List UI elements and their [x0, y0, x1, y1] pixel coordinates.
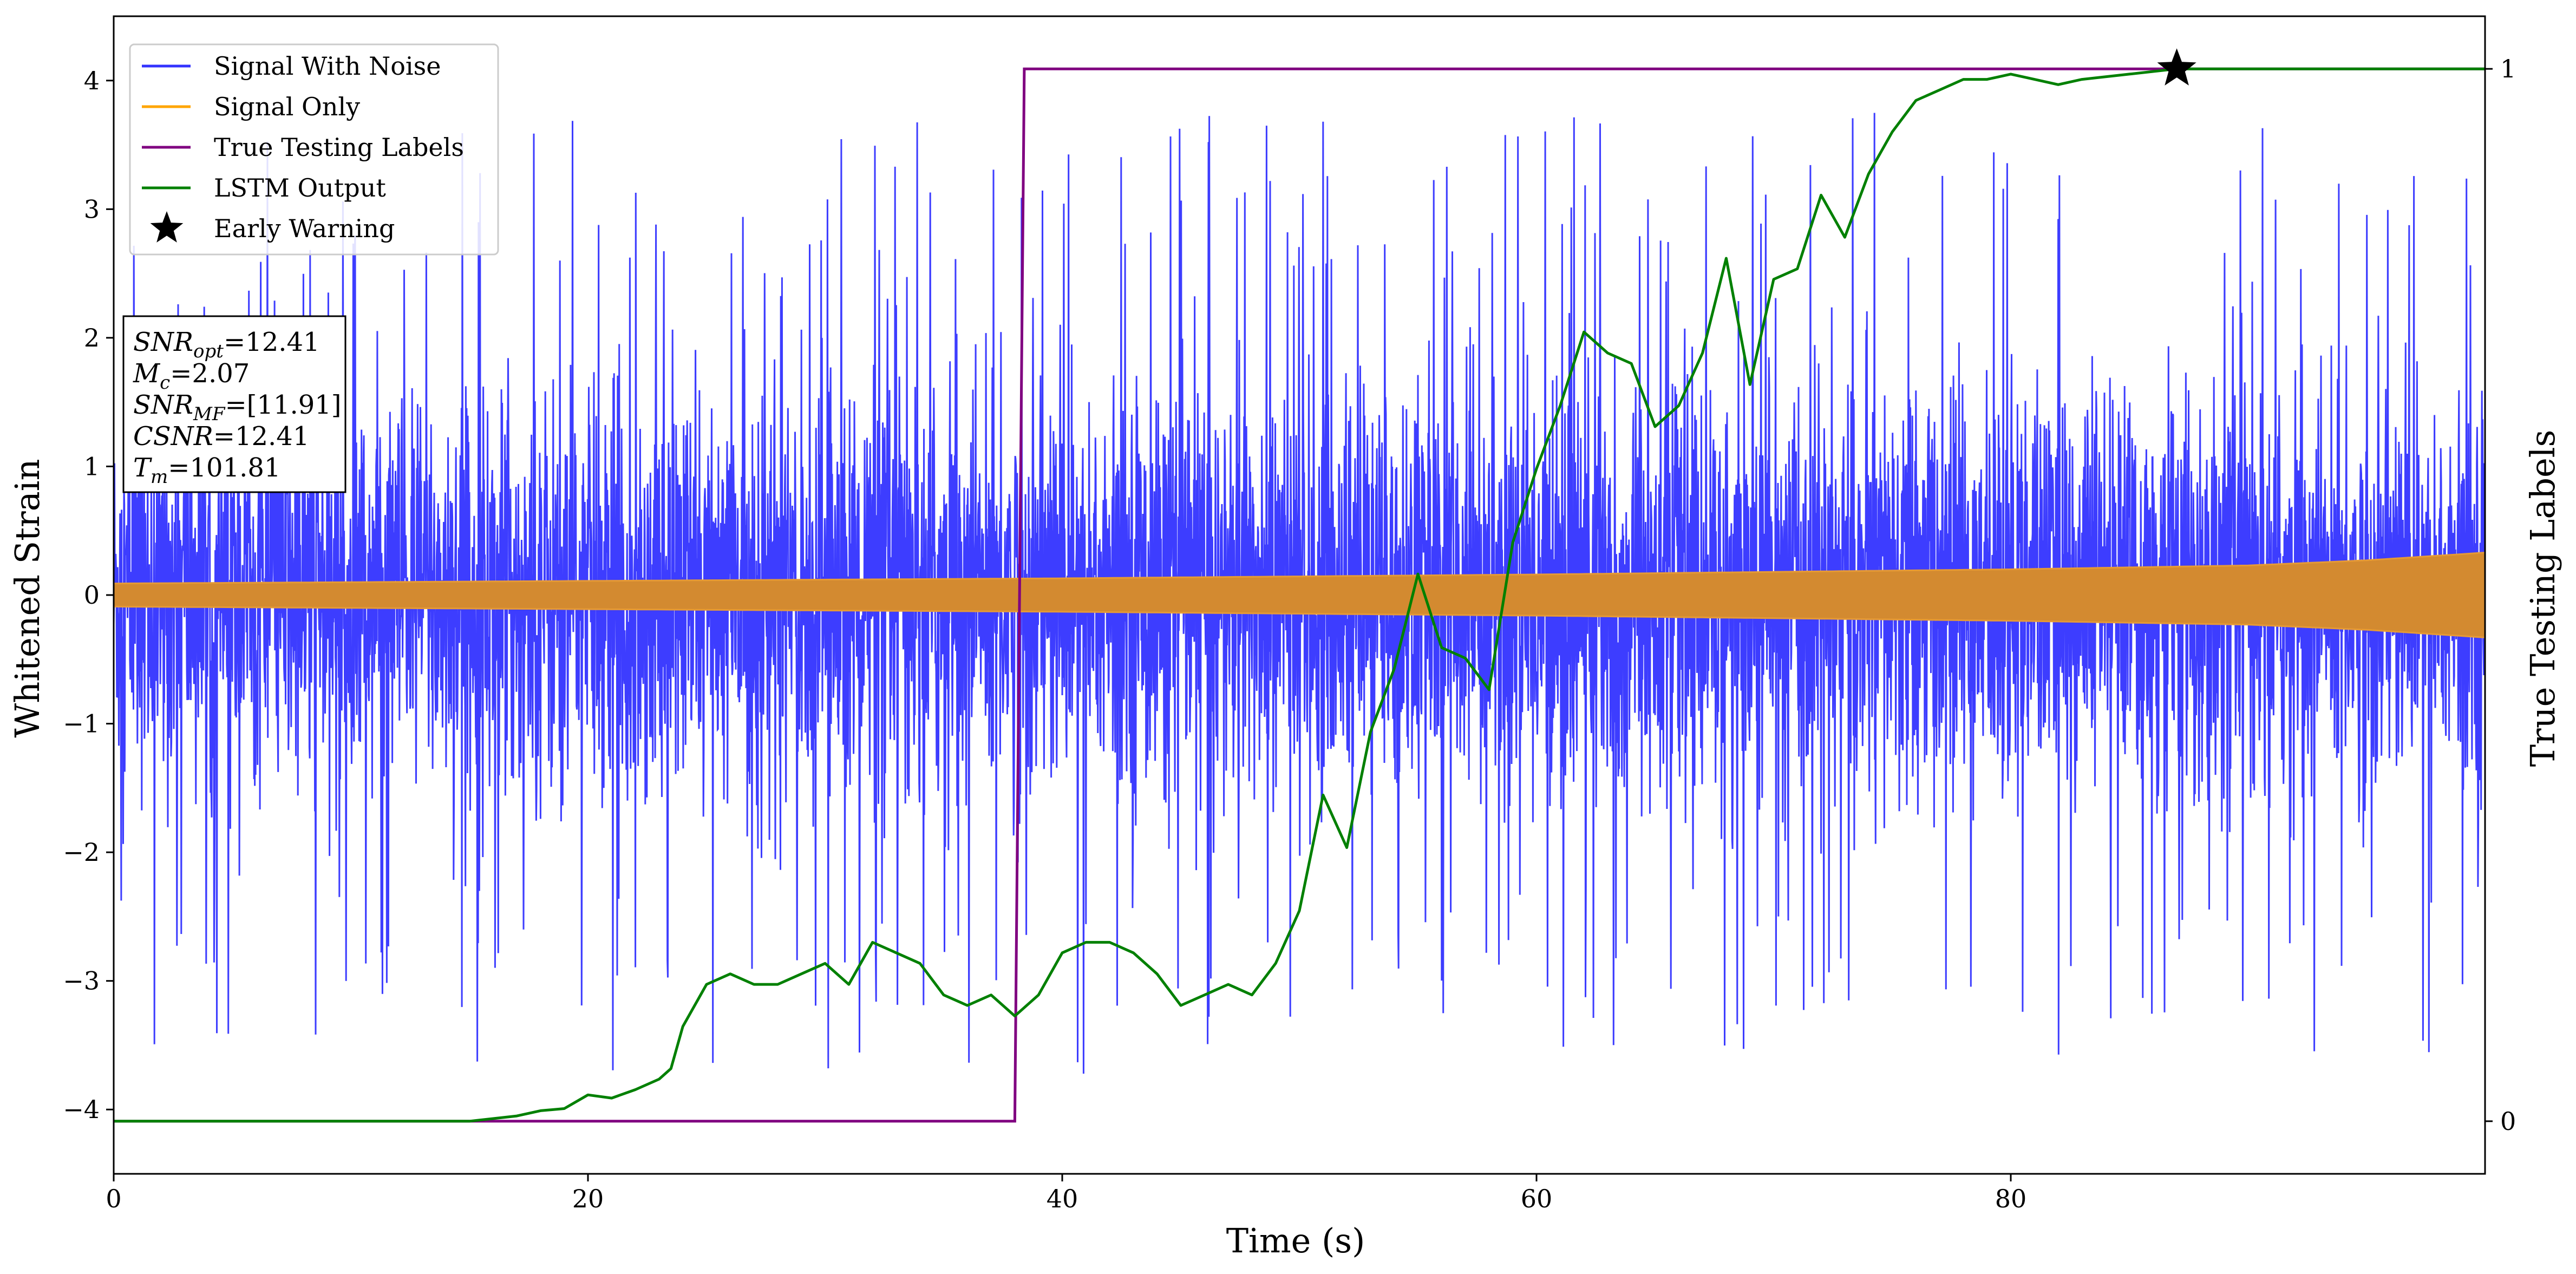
- y2-axis-label: True Testing Labels: [2523, 430, 2562, 767]
- legend-label: Signal Only: [214, 92, 360, 121]
- x-tick-label: 20: [572, 1184, 604, 1213]
- series-signal-only: [114, 552, 2485, 638]
- annotation-frame: [122, 315, 346, 493]
- x-tick-label: 80: [1995, 1184, 2027, 1213]
- y2-tick-label: 0: [2500, 1107, 2516, 1136]
- x-tick-label: 40: [1047, 1184, 1078, 1213]
- annotation-line: CSNR=12.41: [133, 421, 309, 452]
- x-axis-label: Time (s): [1226, 1221, 1365, 1260]
- annotation-line: Mc=2.07: [133, 358, 250, 394]
- annotation-line: SNRopt=12.41: [133, 327, 320, 362]
- y-tick-label: −3: [63, 966, 100, 996]
- legend-label: Signal With Noise: [214, 51, 441, 81]
- series-true-testing-labels: [114, 67, 2485, 1123]
- y-tick-label: −4: [63, 1095, 100, 1124]
- y-tick-label: 4: [84, 66, 100, 95]
- legend-label: Early Warning: [214, 214, 395, 243]
- series-signal-with-noise: [114, 113, 2485, 1074]
- legend-box: [129, 43, 499, 256]
- y-tick-label: 2: [84, 323, 100, 352]
- series-layer: [114, 67, 2485, 1123]
- y-tick-label: −1: [63, 709, 100, 739]
- annotation-box: SNRopt=12.41Mc=2.07SNRMF=[11.91]CSNR=12.…: [122, 315, 346, 493]
- legend-star-icon: [150, 211, 184, 243]
- y-tick-label: −2: [63, 838, 100, 867]
- legend: Signal With Noise Signal Only True Testing…: [129, 43, 499, 256]
- legend-label: LSTM Output: [214, 173, 386, 202]
- x-tick-label: 0: [106, 1184, 121, 1213]
- annotation-line: SNRMF=[11.91]: [133, 390, 342, 425]
- early-warning-star-icon: [2157, 48, 2196, 86]
- legend-label: True Testing Labels: [214, 133, 464, 162]
- y-axis-label: Whitened Strain: [8, 459, 47, 738]
- annotation-line: Tm=101.81: [133, 453, 280, 488]
- x-tick-label: 60: [1521, 1184, 1553, 1213]
- y-tick-label: 0: [84, 580, 100, 610]
- y-tick-label: 1: [84, 452, 100, 481]
- series-lstm-output: [114, 67, 2485, 1123]
- y2-tick-label: 1: [2500, 54, 2516, 83]
- y-tick-label: 3: [84, 194, 100, 224]
